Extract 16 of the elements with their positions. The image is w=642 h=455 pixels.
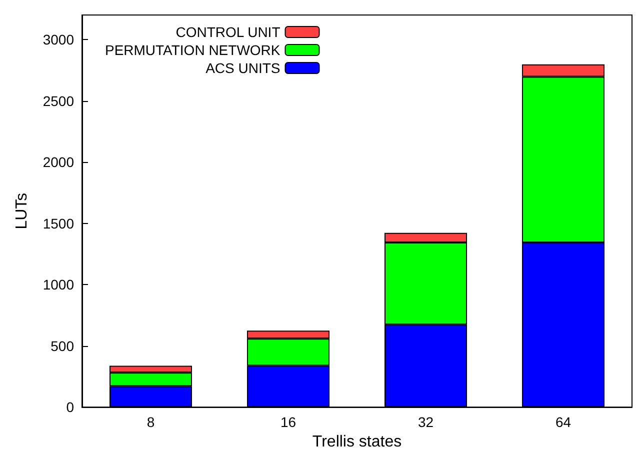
- y-axis-title: LUTs: [14, 192, 30, 230]
- y-tick-label: 500: [50, 338, 74, 354]
- y-tick-label: 1500: [42, 215, 74, 232]
- x-axis-title: Trellis states: [312, 434, 402, 450]
- y-tick-label: 1000: [42, 276, 74, 293]
- x-tick-label: 8: [146, 414, 155, 430]
- legend-label: PERMUTATION NETWORK: [104, 42, 281, 58]
- y-tick-label: 2500: [42, 92, 74, 109]
- y-tick-label: 0: [66, 399, 74, 416]
- x-tick-label: 32: [418, 414, 434, 430]
- x-tick-label: 16: [280, 414, 296, 430]
- x-tick-label: 64: [555, 414, 572, 430]
- y-tick-label: 3000: [42, 32, 74, 48]
- y-tick-label: 2000: [42, 154, 74, 170]
- legend-label: ACS UNITS: [206, 60, 280, 76]
- legend-label: CONTROL UNIT: [176, 24, 281, 40]
